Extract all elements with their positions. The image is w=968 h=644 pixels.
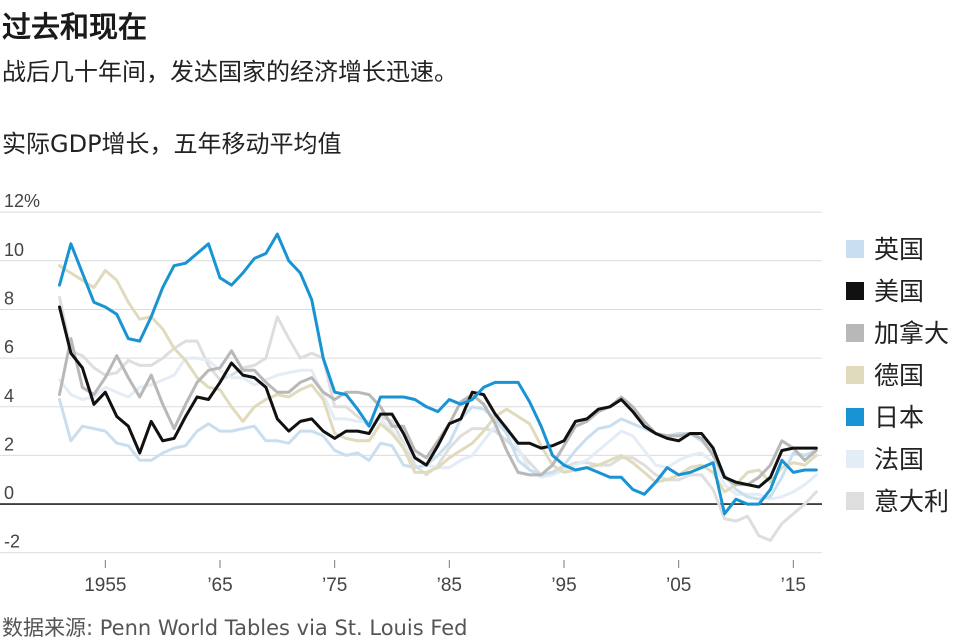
series-line-4 xyxy=(58,232,818,516)
legend-swatch xyxy=(846,366,864,384)
y-tick-label: 6 xyxy=(4,337,14,357)
y-tick-label: 8 xyxy=(4,288,14,308)
legend-swatch xyxy=(846,408,864,426)
legend-label: 加拿大 xyxy=(874,319,949,348)
legend-swatch xyxy=(846,240,864,258)
chart-title: 实际GDP增长，五年移动平均值 xyxy=(2,130,342,158)
line-chart: 12% 10 8 6 4 2 0 -2 1955 ’65 ’75 ’85 ’95 ’05 ’15 英国美国… xyxy=(0,191,949,596)
legend-label: 美国 xyxy=(874,277,924,306)
gridlines xyxy=(0,211,822,554)
legend-item: 德国 xyxy=(846,361,924,390)
series-line-0 xyxy=(58,398,818,501)
x-tick-label: ’05 xyxy=(666,575,691,596)
legend-item: 日本 xyxy=(846,403,924,432)
source-note: 数据来源: Penn World Tables via St. Louis Fe… xyxy=(2,616,468,640)
y-axis-ticks: 12% 10 8 6 4 2 0 -2 xyxy=(4,191,40,552)
legend-label: 法国 xyxy=(874,445,924,474)
legend-label: 日本 xyxy=(874,403,924,432)
legend-item: 英国 xyxy=(846,235,924,264)
x-tick-label: ’15 xyxy=(781,575,806,596)
series-line-3 xyxy=(58,264,818,494)
legend-item: 美国 xyxy=(846,277,924,306)
legend-item: 意大利 xyxy=(846,487,949,516)
legend-swatch xyxy=(846,492,864,510)
legend-swatch xyxy=(846,324,864,342)
y-tick-label: 0 xyxy=(4,483,14,503)
x-tick-label: 1955 xyxy=(84,575,126,596)
y-tick-label: 12% xyxy=(4,191,40,211)
legend-label: 德国 xyxy=(874,361,924,390)
series-line-1 xyxy=(58,305,818,489)
series-lines xyxy=(58,232,818,542)
legend-item: 法国 xyxy=(846,445,924,474)
y-tick-label: 2 xyxy=(4,434,14,454)
y-tick-label: -2 xyxy=(4,532,20,552)
x-tick-label: ’95 xyxy=(551,575,576,596)
page-title: 过去和现在 xyxy=(2,10,148,44)
page-subtitle: 战后几十年间，发达国家的经济增长迅速。 xyxy=(2,58,458,86)
y-tick-label: 10 xyxy=(4,240,24,260)
legend-swatch xyxy=(846,450,864,468)
legend-swatch xyxy=(846,282,864,300)
x-tick-label: ’75 xyxy=(322,575,347,596)
x-tick-label: ’85 xyxy=(437,575,462,596)
x-tick-label: ’65 xyxy=(207,575,232,596)
legend-label: 英国 xyxy=(874,235,924,264)
legend-label: 意大利 xyxy=(874,487,949,516)
y-tick-label: 4 xyxy=(4,386,14,406)
legend-item: 加拿大 xyxy=(846,319,949,348)
x-axis-ticks: 1955 ’65 ’75 ’85 ’95 ’05 ’15 xyxy=(84,560,806,596)
series-line-6 xyxy=(58,295,818,542)
